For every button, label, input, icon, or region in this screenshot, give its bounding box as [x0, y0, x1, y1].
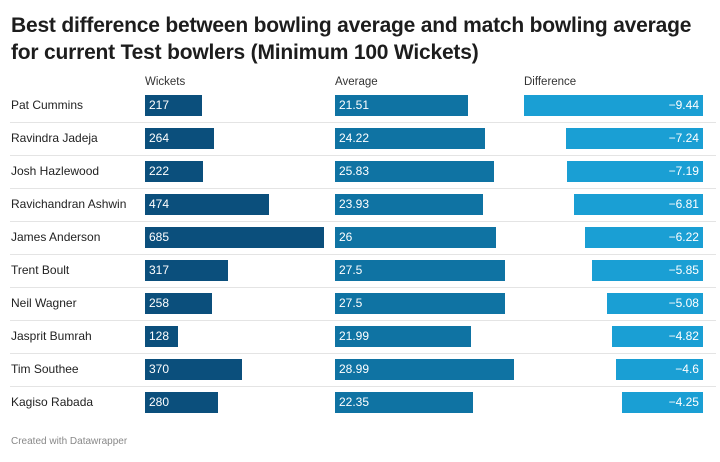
bowler-name: Trent Boult [11, 263, 70, 277]
difference-bar: −4.82 [611, 326, 703, 347]
difference-value-label: −7.19 [668, 164, 699, 178]
average-bar: 27.5 [335, 260, 505, 281]
row-divider [10, 353, 716, 354]
difference-value-label: −4.6 [675, 362, 699, 376]
difference-value-label: −9.44 [668, 98, 699, 112]
wickets-bar: 128 [145, 326, 179, 347]
chart-title: Best difference between bowling average … [11, 14, 692, 64]
wickets-value-label: 317 [149, 263, 170, 277]
bowler-name: James Anderson [11, 230, 101, 244]
wickets-value-label: 258 [149, 296, 170, 310]
table-row: Trent Boult 317 27.5 −5.85 [0, 254, 720, 287]
wickets-bar: 685 [145, 227, 324, 248]
footer-credit: Created with Datawrapper [11, 436, 128, 447]
wickets-bar: 264 [145, 128, 214, 149]
bowler-name: Josh Hazlewood [11, 164, 100, 178]
average-value-label: 21.99 [339, 329, 370, 343]
wickets-value-label: 222 [149, 164, 170, 178]
row-divider [10, 221, 716, 222]
difference-value-label: −4.25 [668, 395, 699, 409]
difference-bar: −9.44 [524, 95, 703, 116]
average-bar: 21.51 [335, 95, 468, 116]
difference-value-label: −7.24 [668, 131, 699, 145]
table-row: James Anderson 685 26 −6.22 [0, 221, 720, 254]
average-value-label: 28.99 [339, 362, 370, 376]
difference-value-label: −5.08 [668, 296, 699, 310]
bowler-name: Neil Wagner [11, 296, 77, 310]
average-value-label: 23.93 [339, 197, 370, 211]
row-divider [10, 122, 716, 123]
difference-value-label: −5.85 [668, 263, 699, 277]
bowler-name: Pat Cummins [11, 98, 84, 112]
average-value-label: 21.51 [339, 98, 370, 112]
row-divider [10, 287, 716, 288]
wickets-value-label: 370 [149, 362, 170, 376]
average-bar: 26 [335, 227, 496, 248]
row-divider [10, 386, 716, 387]
wickets-value-label: 264 [149, 131, 170, 145]
column-header-wickets: Wickets [145, 76, 186, 88]
average-value-label: 27.5 [339, 296, 363, 310]
row-divider [10, 254, 716, 255]
average-value-label: 22.35 [339, 395, 370, 409]
table-row: Tim Southee 370 28.99 −4.6 [0, 353, 720, 386]
average-bar: 22.35 [335, 392, 473, 413]
average-value-label: 27.5 [339, 263, 363, 277]
table-row: Neil Wagner 258 27.5 −5.08 [0, 287, 720, 320]
table-row: Josh Hazlewood 222 25.83 −7.19 [0, 155, 720, 188]
difference-bar: −7.19 [566, 161, 703, 182]
table-row: Ravindra Jadeja 264 24.22 −7.24 [0, 122, 720, 155]
wickets-bar: 222 [145, 161, 203, 182]
wickets-value-label: 280 [149, 395, 170, 409]
difference-bar: −6.81 [573, 194, 703, 215]
average-bar: 28.99 [335, 359, 514, 380]
wickets-value-label: 685 [149, 230, 170, 244]
bowler-name: Tim Southee [11, 362, 79, 376]
bowler-name: Ravichandran Ashwin [11, 197, 127, 211]
difference-value-label: −6.81 [668, 197, 699, 211]
table-row: Pat Cummins 217 21.51 −9.44 [0, 89, 720, 122]
difference-value-label: −4.82 [668, 329, 699, 343]
average-bar: 25.83 [335, 161, 495, 182]
average-bar: 27.5 [335, 293, 505, 314]
average-value-label: 24.22 [339, 131, 370, 145]
average-bar: 23.93 [335, 194, 483, 215]
wickets-bar: 370 [145, 359, 242, 380]
bowler-name: Kagiso Rabada [11, 395, 94, 409]
difference-bar: −5.85 [592, 260, 703, 281]
bowler-name: Ravindra Jadeja [11, 131, 98, 145]
row-divider [10, 320, 716, 321]
column-header-average: Average [335, 76, 378, 88]
row-divider [10, 188, 716, 189]
wickets-bar: 317 [145, 260, 228, 281]
wickets-bar: 258 [145, 293, 213, 314]
table-row: Kagiso Rabada 280 22.35 −4.25 [0, 386, 720, 419]
wickets-value-label: 474 [149, 197, 170, 211]
difference-value-label: −6.22 [668, 230, 699, 244]
table-row: Jasprit Bumrah 128 21.99 −4.82 [0, 320, 720, 353]
average-bar: 24.22 [335, 128, 485, 149]
average-value-label: 25.83 [339, 164, 370, 178]
wickets-bar: 280 [145, 392, 219, 413]
table-row: Ravichandran Ashwin 474 23.93 −6.81 [0, 188, 720, 221]
average-bar: 21.99 [335, 326, 471, 347]
wickets-bar: 474 [145, 194, 269, 215]
wickets-value-label: 128 [149, 329, 170, 343]
wickets-bar: 217 [145, 95, 202, 116]
difference-bar: −4.6 [615, 359, 703, 380]
difference-bar: −4.25 [622, 392, 703, 413]
row-divider [10, 155, 716, 156]
bowler-name: Jasprit Bumrah [11, 329, 92, 343]
average-value-label: 26 [339, 230, 353, 244]
difference-bar: −5.08 [606, 293, 703, 314]
difference-bar: −7.24 [565, 128, 703, 149]
difference-bar: −6.22 [585, 227, 703, 248]
wickets-value-label: 217 [149, 98, 170, 112]
column-header-difference: Difference [524, 76, 577, 88]
